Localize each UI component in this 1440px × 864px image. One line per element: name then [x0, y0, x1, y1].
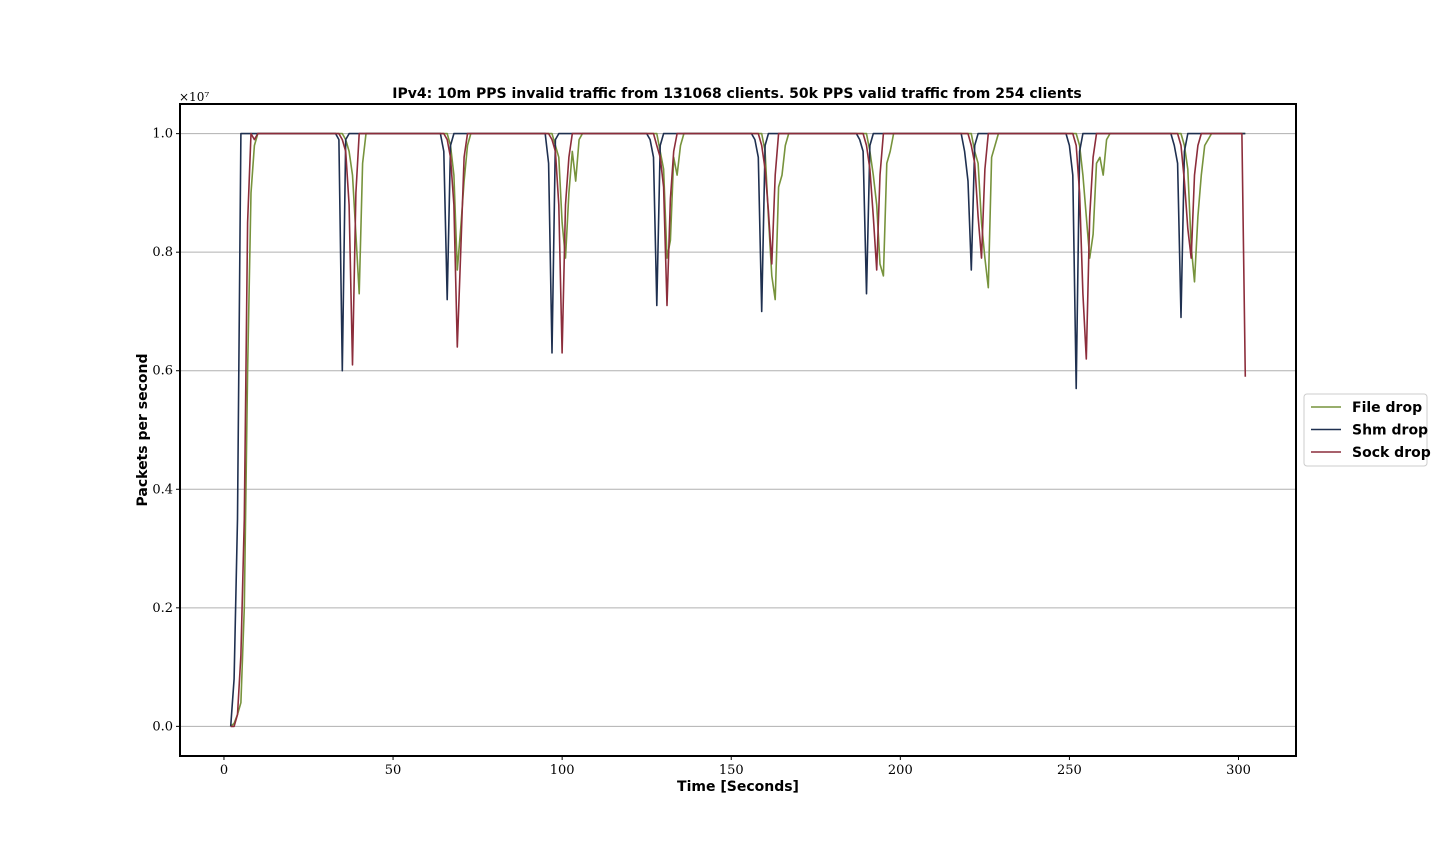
- legend-label: Shm drop: [1352, 423, 1428, 439]
- legend-label: Sock drop: [1352, 445, 1431, 461]
- y-axis-ticks: 0.0 0.2 0.4 0.6 0.8 1.0: [152, 127, 180, 734]
- x-axis-ticks: 0 50 100 150 200 250 300: [220, 756, 1251, 778]
- plot-area-frame: [179, 103, 1297, 757]
- x-tick-label: 150: [719, 763, 744, 778]
- legend-box: [1303, 393, 1428, 467]
- series-line-sock-drop: [230, 132, 1247, 728]
- x-tick-label: 50: [385, 763, 402, 778]
- legend-label: File drop: [1352, 400, 1422, 416]
- y-tick-label: 1.0: [152, 127, 173, 142]
- x-axis-label: Time [Seconds]: [677, 779, 799, 795]
- y-tick-label: 0.0: [152, 719, 173, 734]
- chart-title: IPv4: 10m PPS invalid traffic from 13106…: [392, 86, 1081, 102]
- x-tick-label: 250: [1057, 763, 1082, 778]
- y-tick-label: 0.6: [152, 364, 173, 379]
- x-tick-label: 0: [220, 763, 228, 778]
- x-tick-label: 100: [550, 763, 575, 778]
- y-tick-label: 0.4: [152, 482, 173, 497]
- plot-series: [229, 132, 1247, 728]
- y-gridlines: [180, 133, 1296, 727]
- y-axis-label: Packets per second: [135, 354, 151, 507]
- y-tick-label: 0.2: [152, 601, 173, 616]
- legend: File drop Shm drop Sock drop: [1303, 393, 1431, 467]
- y-tick-label: 0.8: [152, 245, 173, 260]
- series-line-file-drop: [230, 132, 1246, 727]
- x-tick-label: 300: [1226, 763, 1251, 778]
- x-tick-label: 200: [888, 763, 913, 778]
- y-offset-text: ×10⁷: [179, 90, 209, 104]
